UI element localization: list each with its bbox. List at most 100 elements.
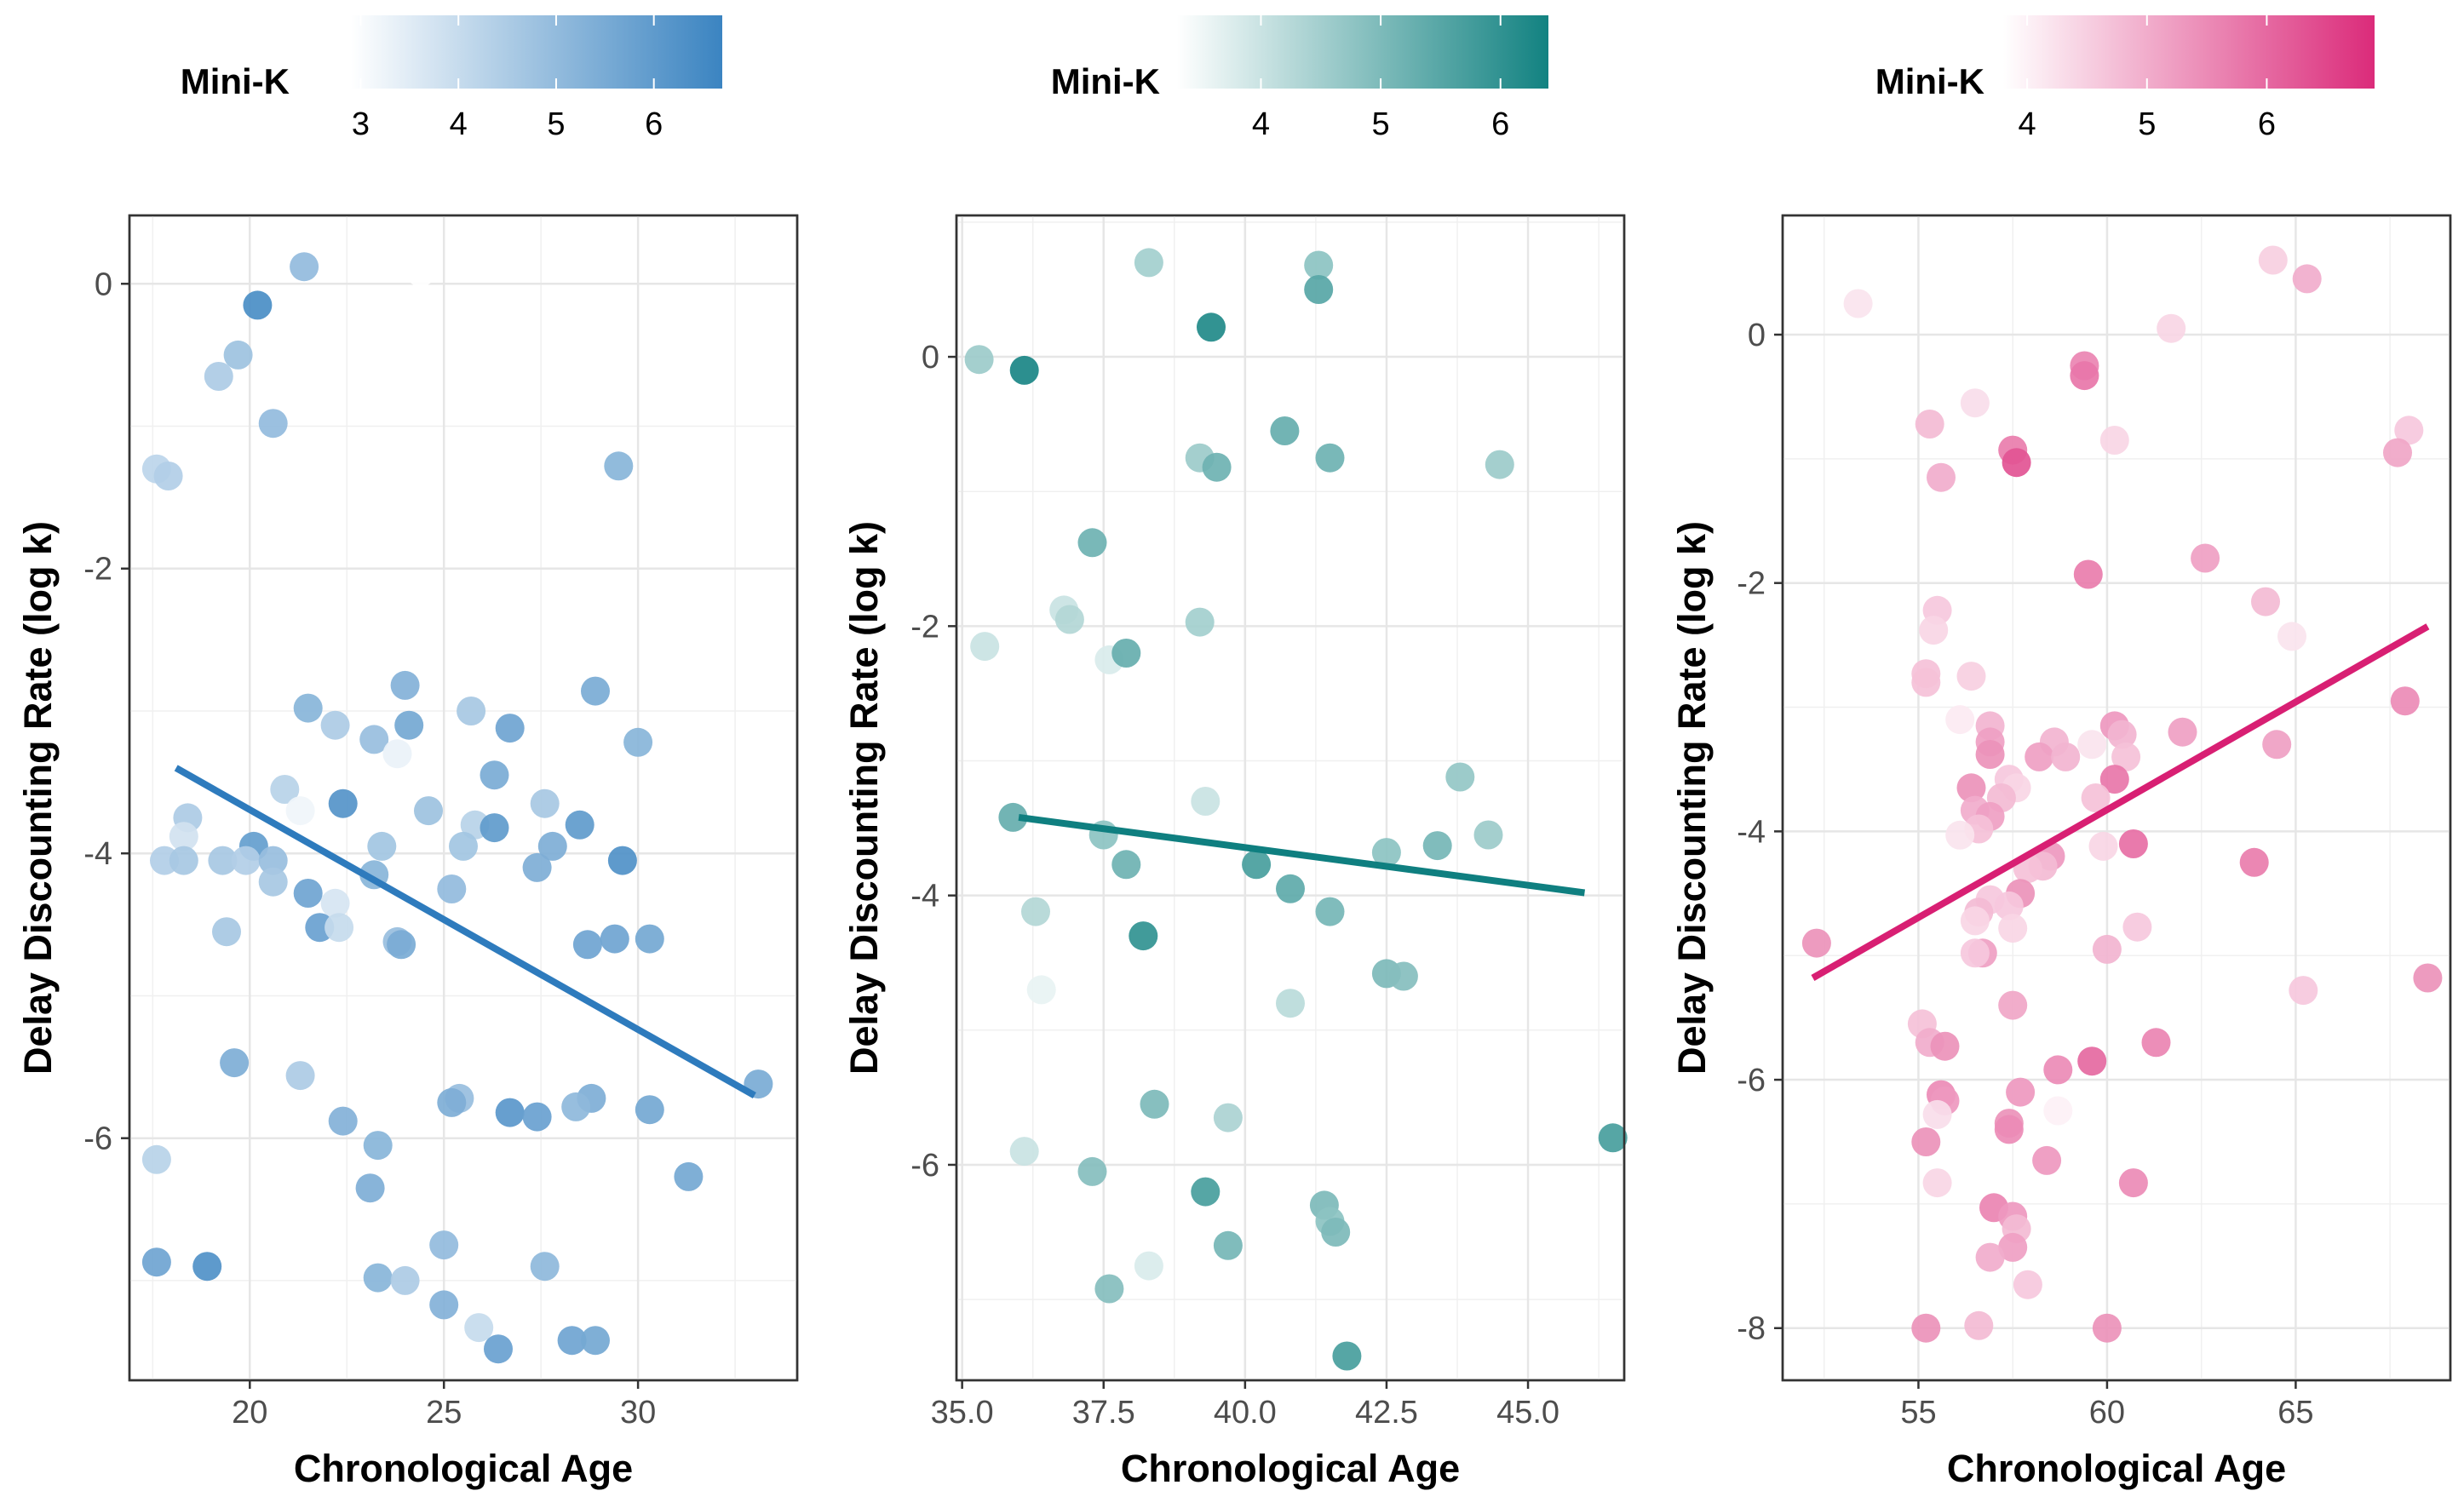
panel-border bbox=[955, 214, 1626, 1382]
legend-title: Mini-K bbox=[181, 61, 290, 101]
data-point bbox=[325, 913, 354, 943]
data-point bbox=[231, 846, 261, 875]
data-point bbox=[204, 362, 233, 391]
colorbar-gradient bbox=[2003, 15, 2375, 89]
data-point bbox=[328, 788, 358, 818]
data-point bbox=[437, 874, 467, 903]
colorbar-tick-label: 6 bbox=[2258, 106, 2276, 142]
data-point bbox=[1111, 639, 1141, 668]
data-point bbox=[2099, 765, 2129, 794]
x-tick-label: 37.5 bbox=[1072, 1395, 1135, 1431]
data-point bbox=[2141, 1028, 2171, 1058]
data-point bbox=[223, 340, 253, 370]
data-point bbox=[192, 1252, 222, 1282]
data-point bbox=[2122, 912, 2152, 942]
trend-line bbox=[174, 765, 756, 1099]
data-point bbox=[1919, 616, 1949, 645]
colorbar-legend: Mini-K 4 5 6 bbox=[1875, 15, 2375, 142]
data-point bbox=[2025, 742, 2054, 771]
data-point bbox=[2043, 1055, 2073, 1085]
x-axis-ticks: 35.0 37.5 40.0 42.5 45.0 bbox=[931, 1380, 1559, 1431]
data-point bbox=[581, 676, 610, 706]
data-point bbox=[258, 409, 288, 439]
y-tick-label: 0 bbox=[1748, 318, 1766, 353]
data-point bbox=[2157, 313, 2186, 343]
x-tick-label: 20 bbox=[232, 1395, 267, 1431]
data-point bbox=[1445, 762, 1475, 792]
x-axis-ticks: 20 25 30 bbox=[232, 1380, 656, 1431]
data-point bbox=[293, 693, 323, 723]
data-point bbox=[382, 739, 412, 769]
colorbar-tick-label: 4 bbox=[1252, 106, 1270, 142]
data-point bbox=[1945, 820, 1975, 850]
data-point bbox=[581, 1326, 610, 1356]
data-point bbox=[1975, 1242, 2005, 1272]
data-point bbox=[1321, 1218, 1351, 1247]
plot-panel bbox=[1781, 214, 2452, 1382]
data-point bbox=[285, 1061, 315, 1091]
y-tick-label: -2 bbox=[1737, 566, 1766, 602]
data-point bbox=[414, 796, 443, 826]
data-point bbox=[2013, 1270, 2042, 1299]
data-points bbox=[141, 252, 773, 1364]
data-point bbox=[970, 632, 1000, 662]
colorbar-ticks: 4 5 6 bbox=[2019, 15, 2276, 142]
data-point bbox=[367, 831, 397, 861]
data-point bbox=[998, 802, 1028, 832]
data-point bbox=[2077, 1046, 2107, 1076]
data-point bbox=[1843, 289, 1873, 318]
colorbar-tick-label: 5 bbox=[547, 106, 565, 142]
data-point bbox=[1134, 1251, 1163, 1281]
panel-border bbox=[128, 214, 799, 1382]
data-point bbox=[1202, 452, 1232, 482]
y-tick-label: -6 bbox=[910, 1148, 939, 1184]
data-point bbox=[1975, 740, 2005, 769]
y-axis-title: Delay Discounting Rate (log k) bbox=[842, 521, 886, 1075]
data-point bbox=[2277, 622, 2306, 651]
x-axis-title: Chronological Age bbox=[1121, 1447, 1460, 1490]
data-point bbox=[293, 879, 323, 908]
data-point bbox=[457, 697, 486, 725]
data-point bbox=[1054, 605, 1084, 634]
data-point bbox=[2107, 720, 2137, 749]
colorbar-tick-label: 4 bbox=[450, 106, 468, 142]
data-point bbox=[1009, 355, 1039, 385]
data-point bbox=[1332, 1341, 1362, 1371]
y-tick-label: 0 bbox=[922, 340, 939, 376]
data-point bbox=[390, 1265, 420, 1295]
data-point bbox=[1994, 1115, 2024, 1144]
data-point bbox=[2070, 361, 2099, 391]
data-point bbox=[964, 345, 994, 375]
x-axis-ticks: 55 60 65 bbox=[1900, 1380, 2314, 1431]
data-point bbox=[2191, 543, 2220, 573]
data-point bbox=[270, 775, 300, 804]
data-point bbox=[290, 252, 319, 282]
colorbar-tick-label: 6 bbox=[645, 106, 663, 142]
data-point bbox=[320, 710, 350, 740]
data-point bbox=[557, 1326, 587, 1356]
data-point bbox=[285, 796, 315, 826]
data-point bbox=[1956, 773, 1986, 803]
data-point bbox=[141, 1144, 171, 1174]
data-point bbox=[320, 888, 350, 918]
data-point bbox=[363, 1263, 393, 1293]
x-tick-label: 40.0 bbox=[1214, 1395, 1277, 1431]
panel-young: Mini-K 3 4 5 6 20 25 30 0 -2 -4 -6 Chronological… bbox=[16, 15, 799, 1490]
data-point bbox=[635, 1095, 664, 1125]
data-point bbox=[1960, 388, 1990, 418]
data-point bbox=[2394, 416, 2424, 445]
data-point bbox=[1021, 897, 1050, 926]
legend-title: Mini-K bbox=[1875, 61, 1984, 101]
panel-older: Mini-K 4 5 6 55 60 65 0 -2 -4 -6 -8 Chronologica… bbox=[1670, 15, 2452, 1490]
data-point bbox=[258, 867, 288, 897]
y-tick-label: -8 bbox=[1737, 1311, 1766, 1347]
colorbar-ticks: 3 4 5 6 bbox=[352, 15, 663, 142]
data-point bbox=[220, 1048, 250, 1078]
data-point bbox=[530, 788, 560, 818]
legend-title: Mini-K bbox=[1051, 61, 1160, 101]
colorbar-legend: Mini-K 3 4 5 6 bbox=[181, 15, 722, 142]
x-axis-title: Chronological Age bbox=[1947, 1447, 2286, 1490]
y-tick-label: -2 bbox=[83, 552, 112, 588]
